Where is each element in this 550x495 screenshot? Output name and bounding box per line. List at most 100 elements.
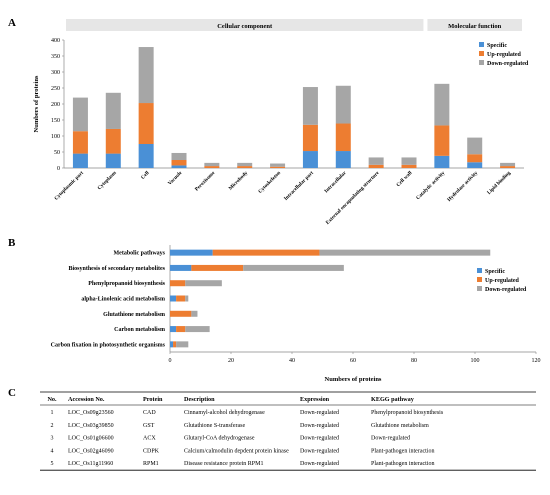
table-header-cell: No.	[47, 396, 57, 403]
table-cell: Glutathione metabolism	[371, 423, 429, 429]
x-tick-label: Intracellular	[323, 170, 348, 195]
bar-up-regulated	[368, 164, 384, 168]
bar-specific	[434, 155, 450, 168]
panel-label-b: B	[8, 237, 16, 249]
bar-specific	[170, 326, 177, 333]
table-cell: 1	[51, 410, 54, 416]
bar-specific	[302, 151, 318, 168]
bar-down-regulated	[243, 264, 344, 271]
y-tick-label: 50	[54, 150, 60, 156]
y-tick-label: Glutathione metabolism	[103, 312, 165, 318]
table-cell: Disease resistance protein RPM1	[184, 461, 263, 467]
panel-label-c: C	[8, 387, 16, 399]
x-tick-label: Cytoplasmic part	[53, 170, 85, 202]
x-tick-labels: Cytoplasmic part Cytoplasm Cell Vacuole Pero…	[53, 170, 512, 226]
table-cell: Glutathione S-transferase	[184, 422, 245, 429]
bar-specific	[335, 151, 351, 168]
legend: Specific Up-regulated Down-regulated	[477, 268, 527, 293]
panel-label-a: A	[8, 17, 16, 29]
table-cell: ACX	[143, 436, 156, 442]
bar-down-regulated	[434, 83, 450, 126]
x-tick-label: 0	[169, 358, 172, 364]
y-tick-label: 300	[51, 70, 60, 76]
category-band	[66, 19, 424, 31]
x-tick-label: Cell wall	[395, 170, 413, 188]
category-band	[427, 19, 522, 31]
legend-swatch	[479, 51, 484, 56]
legend-label: Down-regulated	[487, 61, 529, 67]
bar-up-regulated	[176, 326, 186, 333]
category-band-label: Cellular component	[217, 23, 273, 30]
x-tick-label: Catalytic activity	[415, 170, 446, 201]
y-tick-label: Carbon fixation in photosynthetic organi…	[51, 342, 166, 348]
bars	[170, 249, 491, 348]
bar-down-regulated	[335, 85, 351, 124]
table-cell: CAD	[143, 410, 156, 416]
bar-up-regulated	[138, 103, 154, 144]
legend-swatch	[479, 42, 484, 47]
bars	[72, 47, 516, 168]
table-cell: LOC_Os03g39850	[68, 423, 114, 429]
bar-specific	[170, 249, 213, 256]
x-tick-label: Lipid binding	[486, 170, 512, 196]
bar-up-regulated	[105, 128, 121, 154]
bar-up-regulated	[72, 131, 88, 154]
bar-up-regulated	[170, 310, 192, 317]
bar-down-regulated	[191, 310, 198, 317]
bar-up-regulated	[204, 166, 220, 168]
bar-up-regulated	[176, 295, 186, 302]
bar-up-regulated	[212, 249, 320, 256]
table-cell: Plant-pathogen interaction	[371, 448, 434, 454]
x-tick-label: Hydrolase activity	[446, 170, 479, 203]
y-tick-label: 0	[57, 166, 60, 172]
bar-down-regulated	[204, 162, 220, 167]
legend-swatch	[477, 286, 482, 291]
bar-specific	[105, 153, 121, 168]
bar-up-regulated	[302, 124, 318, 152]
bar-up-regulated	[434, 125, 450, 156]
y-tick-label: 250	[51, 86, 60, 92]
table-header-cell: Protein	[143, 396, 163, 403]
kegg-pathway-chart: 0 20 40 60 80 100 120 Metabolic pathways Biosyn…	[51, 245, 541, 383]
x-tick-label: Cytoplasm	[97, 170, 119, 192]
bar-specific	[170, 264, 192, 271]
category-band-label: Molecular function	[448, 23, 502, 30]
table-cell: Calcium/calmodulin depdent protein kinas…	[184, 448, 289, 454]
bar-down-regulated	[72, 97, 88, 132]
legend-label: Specific	[487, 43, 507, 49]
bar-up-regulated	[170, 280, 186, 287]
y-tick-label: 350	[51, 54, 60, 60]
x-tick-label: Intracellular part	[283, 170, 315, 202]
bar-up-regulated	[237, 166, 253, 168]
table-cell: RPM1	[143, 461, 159, 467]
bar-specific	[171, 165, 187, 168]
x-tick-label: Microbody	[228, 170, 250, 192]
legend: Specific Up-regulated Down-regulated	[479, 42, 529, 67]
bar-specific	[170, 341, 174, 348]
legend-swatch	[477, 277, 482, 282]
table-cell: Phenylpropanoid biosynthesis	[371, 410, 444, 416]
table-cell: GST	[143, 423, 155, 429]
table-cell: Down-regulated	[371, 436, 410, 442]
x-tick-label: 20	[228, 358, 234, 364]
bar-up-regulated	[401, 164, 417, 168]
table-cell: Down-regulated	[300, 410, 339, 416]
x-tick-label: External encapsulating structure	[325, 170, 381, 226]
table-cell: LOC_Os02g46090	[68, 448, 114, 454]
table-cell: Down-regulated	[300, 436, 339, 442]
x-tick-label: 80	[411, 358, 417, 364]
bar-down-regulated	[401, 157, 417, 165]
bar-down-regulated	[171, 152, 187, 160]
legend-swatch	[479, 60, 484, 65]
bar-up-regulated	[335, 123, 351, 152]
bar-down-regulated	[270, 163, 286, 167]
bar-specific	[72, 153, 88, 168]
x-tick-label: Vacuole	[167, 170, 184, 187]
table-cell: 4	[51, 448, 54, 454]
x-tick-label: 100	[471, 358, 480, 364]
y-tick-label: 200	[51, 102, 60, 108]
table-header-cell: Expression	[300, 396, 330, 403]
x-tick-label: Peroxisome	[194, 170, 217, 193]
bar-up-regulated	[191, 264, 244, 271]
